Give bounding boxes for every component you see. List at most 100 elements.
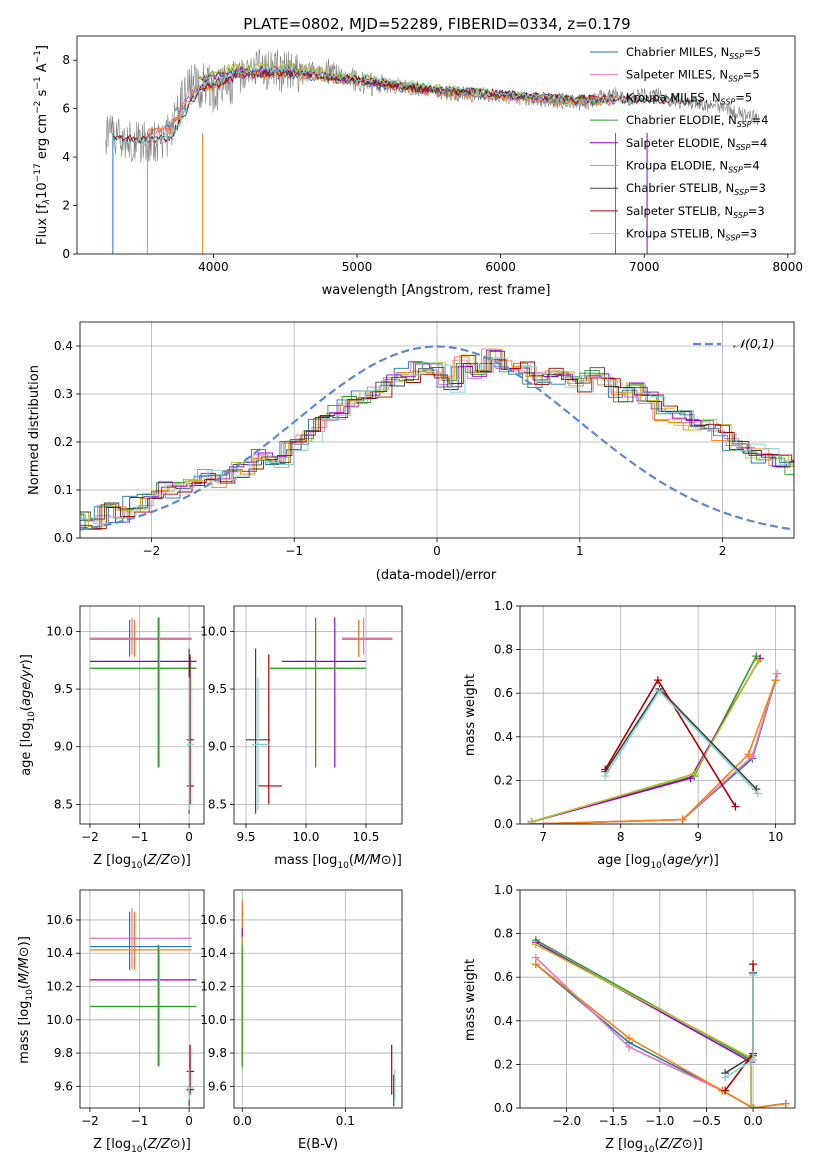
mass-vs-Z-panel: −2 −1 0 9.6 9.8 10.0 10.2 10.4 10.6 Z [log10(Z/Z⊙… (17, 889, 205, 1155)
x-tick-label: 10.0 (293, 830, 320, 844)
y-tick-label: 9.6 (54, 1079, 73, 1093)
y-tick-label: 10.2 (200, 980, 227, 994)
x-tick-label: −0.5 (692, 1114, 721, 1128)
x-tick-label: −2 (81, 830, 99, 844)
y-tick-label: 1.0 (494, 883, 513, 897)
y-tick-label: 8.5 (54, 797, 73, 811)
axes-frame (233, 605, 403, 825)
x-tick-label: −2 (81, 1114, 99, 1128)
massweight-vs-age-panel: 7 8 9 10 0.0 0.2 0.4 0.6 0.8 1.0 age [log10(age/yr… (463, 599, 796, 871)
y-tick-label: 0.1 (54, 483, 73, 497)
mass-weight-line (535, 963, 786, 1108)
x-tick-label: 0.0 (233, 1114, 252, 1128)
mass-weight-marker (601, 772, 610, 781)
mass-weight-line (535, 939, 754, 1108)
histogram-step (80, 357, 794, 529)
mass-weight-marker (749, 1104, 758, 1108)
plot-area (527, 652, 782, 824)
y-axis-label: mass [log10(M/M⊙)] (17, 936, 35, 1064)
mass-weight-marker (749, 971, 758, 980)
x-tick-label: 0 (433, 544, 441, 558)
mass-weight-marker (531, 940, 540, 949)
mass-weight-line (535, 963, 786, 1108)
y-tick-label: 9.6 (208, 1079, 227, 1093)
legend-label: Chabrier ELODIE, NSSP=4 (626, 113, 768, 129)
x-axis-label: age [log10(age/yr)] (597, 853, 719, 871)
spectrum-legend: Chabrier MILES, NSSP=5 Salpeter MILES, NS… (590, 45, 768, 243)
x-tick-label: 9.5 (236, 830, 255, 844)
x-tick-label: 8 (617, 830, 625, 844)
x-tick-label: 9 (694, 830, 702, 844)
legend-label: 𝒩(0,1) (733, 336, 775, 351)
x-tick-label: 7 (539, 830, 547, 844)
y-tick-label: 8.5 (208, 797, 227, 811)
mass-weight-marker (781, 1099, 790, 1108)
y-tick-label: 8 (62, 53, 70, 67)
mass-weight-marker (721, 1073, 730, 1082)
x-axis-label: E(B-V) (298, 1137, 338, 1152)
y-tick-label: 0.6 (494, 686, 513, 700)
mass-weight-marker (625, 1034, 634, 1043)
y-tick-label: 0.4 (494, 1014, 513, 1028)
legend-label: Salpeter ELODIE, NSSP=4 (626, 136, 767, 152)
x-tick-label: 7000 (629, 260, 660, 274)
massweight-vs-Z-panel: −2.0 −1.5 −1.0 −0.5 0.0 0.0 0.2 0.4 0.6 0.8 1.0 Z [… (463, 883, 796, 1155)
y-tick-label: 9.0 (208, 740, 227, 754)
y-axis-label: Flux [fλ10−17 erg cm−2 s−1 A−1] (33, 45, 52, 245)
mass-weight-marker (731, 802, 740, 811)
mass-weight-line (531, 657, 761, 823)
mass-weight-marker (625, 1042, 634, 1051)
plot-area (246, 617, 393, 814)
y-tick-label: 10.0 (200, 1013, 227, 1027)
x-tick-label: −1.5 (599, 1114, 628, 1128)
legend-label: Salpeter STELIB, NSSP=3 (626, 204, 765, 220)
legend-label: Salpeter MILES, NSSP=5 (626, 68, 760, 84)
axes-frame (79, 321, 795, 539)
age-vs-mass-panel: 9.5 10.0 10.5 8.5 9.0 9.5 10.0 mass [log10(M/M⊙… (200, 605, 403, 871)
model-spectrum-line (112, 64, 703, 146)
mass-weight-marker (744, 750, 753, 759)
y-tick-label: 10.4 (200, 946, 227, 960)
mass-weight-line (724, 975, 754, 1079)
histogram-step (80, 359, 794, 529)
mass-weight-marker (749, 960, 758, 969)
mass-weight-marker (771, 676, 780, 685)
y-tick-label: 0 (62, 247, 70, 261)
normal-reference-curve (80, 345, 794, 531)
x-tick-label: −2.0 (552, 1114, 581, 1128)
mass-weight-marker (527, 817, 536, 824)
x-tick-label: −1 (131, 1114, 149, 1128)
x-axis-label: wavelength [Angstrom, rest frame] (322, 283, 551, 298)
x-axis-label: mass [log10(M/M⊙)] (274, 853, 402, 871)
y-tick-label: 0.0 (494, 817, 513, 831)
axes-frame (233, 889, 403, 1109)
y-tick-label: 0.2 (54, 435, 73, 449)
histogram-step (80, 350, 794, 520)
y-tick-label: 10.6 (200, 913, 227, 927)
legend-label: Kroupa STELIB, NSSP=3 (626, 227, 757, 243)
x-tick-label: 2 (719, 544, 727, 558)
legend-label: Kroupa ELODIE, NSSP=4 (626, 159, 760, 175)
residuals-panel: −2 −1 0 1 2 0.0 0.1 0.2 0.3 0.4 𝒩(0,1) (data-model)… (27, 321, 795, 583)
y-tick-label: 0.8 (494, 927, 513, 941)
y-tick-label: 0.4 (54, 339, 73, 353)
y-axis-label: age [log10(age/yr)] (19, 654, 37, 776)
y-tick-label: 9.0 (54, 740, 73, 754)
y-tick-label: 0.0 (54, 531, 73, 545)
axes-frame (519, 889, 796, 1109)
y-tick-label: 0.8 (494, 643, 513, 657)
y-tick-label: 10.4 (46, 946, 73, 960)
y-tick-label: 10.0 (46, 1013, 73, 1027)
figure-title: PLATE=0802, MJD=52289, FIBERID=0334, z=0… (243, 15, 630, 33)
mass-weight-marker (655, 687, 664, 696)
y-tick-label: 10.6 (46, 913, 73, 927)
y-tick-label: 0.0 (494, 1101, 513, 1115)
histogram-step (80, 357, 794, 525)
x-axis-label: Z [log10(Z/Z⊙)] (93, 1137, 191, 1155)
x-tick-label: 4000 (198, 260, 229, 274)
x-tick-label: 10 (768, 830, 783, 844)
y-tick-label: 2 (62, 199, 70, 213)
y-tick-label: 9.5 (54, 682, 73, 696)
mass-weight-line (535, 957, 786, 1108)
